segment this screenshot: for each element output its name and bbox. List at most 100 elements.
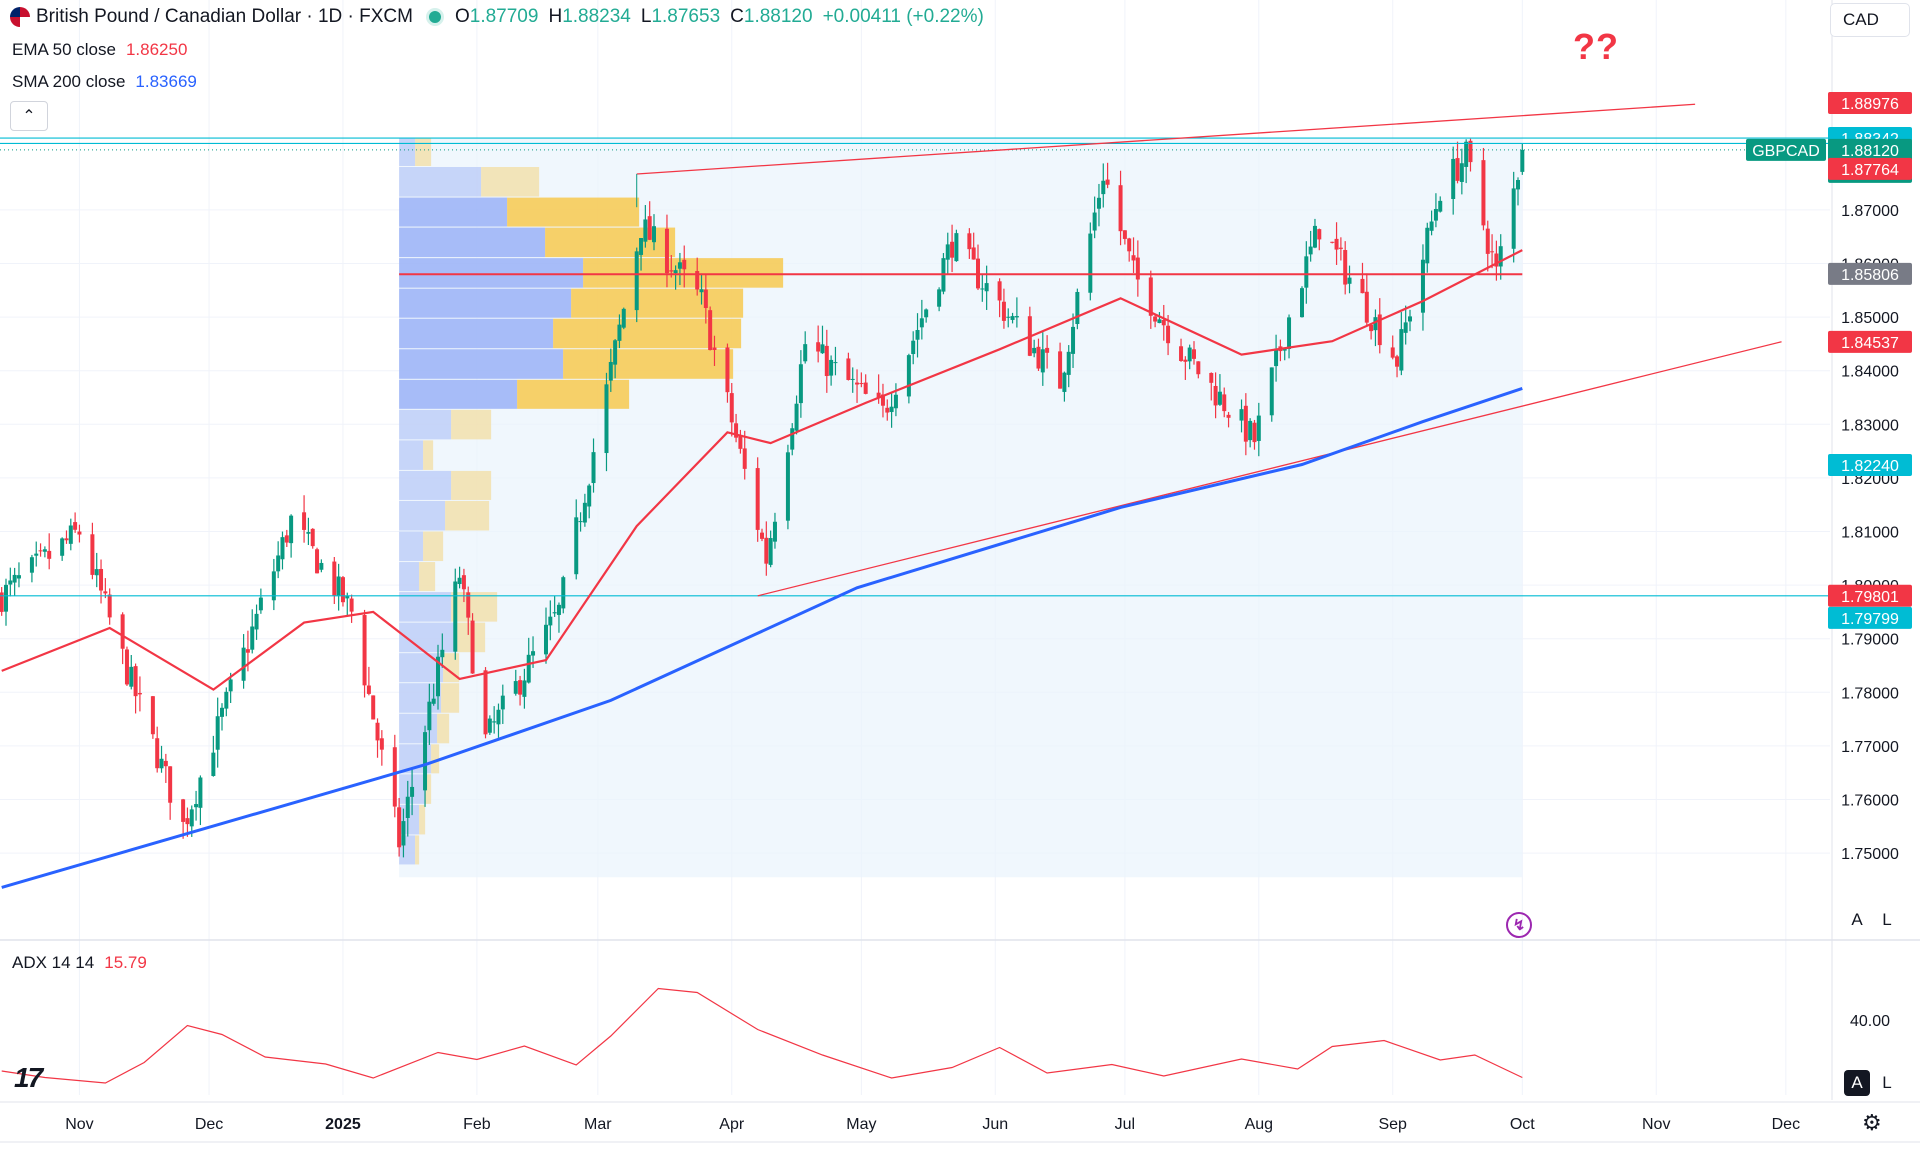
candle-body — [1481, 160, 1486, 226]
volume-profile-down-bar — [481, 167, 540, 197]
candle-body — [185, 818, 190, 825]
volume-profile-up-bar — [399, 440, 424, 470]
close-key: C — [730, 6, 744, 27]
auto-scale-button[interactable]: A — [1851, 910, 1863, 929]
y-tick-label: 1.79000 — [1841, 632, 1899, 649]
volume-profile-up-bar — [399, 713, 438, 744]
candle-body — [643, 219, 648, 242]
trend-line — [757, 341, 1782, 597]
candle-body — [617, 324, 622, 341]
auto-scale-button-lower[interactable]: A — [1844, 1070, 1870, 1096]
candle-body — [699, 289, 704, 293]
candle-body — [548, 616, 553, 626]
candle-body — [315, 549, 320, 574]
candle-body — [1040, 349, 1045, 373]
candle-body — [1179, 346, 1184, 361]
candle-body — [1269, 367, 1274, 416]
candle-body — [245, 649, 250, 653]
candle-body — [1455, 158, 1460, 181]
candle-body — [271, 571, 276, 601]
volume-profile-down-bar — [451, 470, 492, 500]
volume-profile-down-bar — [423, 531, 444, 562]
volume-profile-down-bar — [419, 804, 426, 835]
candle-body — [552, 612, 557, 614]
ohlc-values: O1.87709 H1.88234 L1.87653 C1.88120 +0.0… — [455, 6, 984, 28]
candle-body — [937, 289, 942, 307]
candle-body — [1338, 247, 1343, 249]
y-tick-label: 1.87000 — [1841, 203, 1899, 220]
price-tag — [1828, 584, 1912, 607]
candle-body — [984, 283, 989, 292]
lightning-icon[interactable]: ↯ — [1506, 912, 1532, 938]
candle-body — [1071, 326, 1076, 354]
candle-body — [254, 613, 259, 630]
symbol-title[interactable]: British Pound / Canadian Dollar · 1D · F… — [36, 6, 413, 27]
volume-profile-down-bar — [437, 713, 450, 744]
candle-body — [556, 604, 561, 615]
candle-body — [846, 358, 851, 380]
y-tick-label: 1.84000 — [1841, 364, 1899, 381]
ema-legend[interactable]: EMA 50 close 1.86250 — [12, 40, 187, 60]
price-tag-label: 1.79799 — [1841, 611, 1899, 628]
ema-value: 1.86250 — [125, 40, 188, 59]
tradingview-logo-icon[interactable]: 17 — [14, 1062, 43, 1093]
volume-profile-up-bar — [399, 409, 452, 440]
price-tag — [1828, 454, 1912, 477]
candle-body — [639, 238, 644, 255]
volume-profile-up-bar — [399, 379, 518, 409]
volume-profile-down-bar — [415, 137, 432, 167]
candle-body — [591, 452, 596, 484]
candle-body — [1390, 347, 1395, 358]
candle-body — [150, 696, 155, 735]
candle-body — [1001, 301, 1006, 321]
candle-body — [954, 233, 959, 262]
volume-profile-up-bar — [399, 167, 482, 197]
candle-body — [500, 695, 505, 710]
candle-body — [1485, 228, 1490, 254]
candle-body — [1183, 359, 1188, 362]
candle-body — [306, 532, 311, 534]
symbol-header: British Pound / Canadian Dollar · 1D · F… — [10, 6, 984, 28]
candle-body — [336, 576, 341, 597]
x-tick-label: Dec — [195, 1116, 223, 1133]
candle-body — [652, 226, 656, 243]
volume-profile-up-bar — [399, 197, 508, 227]
open-key: O — [454, 6, 470, 27]
candle-body — [790, 428, 795, 450]
log-scale-button[interactable]: L — [1882, 910, 1892, 929]
candle-body — [587, 485, 592, 507]
candle-body — [1239, 409, 1244, 421]
candle-body — [103, 591, 108, 594]
current-price-tag-label: 1.88120 — [1841, 143, 1899, 160]
adx-legend[interactable]: ADX 14 14 15.79 — [12, 953, 147, 973]
candle-body — [833, 362, 838, 364]
log-scale-button-lower[interactable]: L — [1882, 1073, 1892, 1092]
volume-profile-up-bar — [399, 288, 572, 318]
candle-body — [608, 361, 613, 381]
candle-body — [124, 649, 129, 685]
candle-body — [803, 344, 808, 362]
candle-body — [16, 575, 21, 579]
candle-body — [945, 244, 950, 260]
candle-body — [284, 535, 289, 543]
volume-profile-up-bar — [399, 258, 584, 288]
adx-y-tick-label: 40.00 — [1850, 1013, 1890, 1030]
candle-body — [738, 435, 743, 449]
candle-body — [673, 270, 678, 274]
candle-body — [1494, 253, 1499, 267]
price-tag-label: 1.88976 — [1841, 96, 1899, 113]
gear-icon[interactable]: ⚙ — [1862, 1110, 1882, 1135]
volume-profile-down-bar — [415, 835, 420, 865]
currency-selector[interactable]: CAD — [1830, 3, 1910, 37]
sma-legend[interactable]: SMA 200 close 1.83669 — [12, 72, 197, 92]
candle-body — [1451, 158, 1456, 199]
volume-profile-down-bar — [445, 500, 490, 531]
candle-body — [1317, 229, 1322, 240]
candle-body — [1425, 227, 1430, 264]
candle-body — [431, 698, 436, 704]
candle-body — [1161, 320, 1166, 326]
candle-body — [1066, 351, 1071, 375]
volume-profile-up-bar — [399, 470, 452, 500]
collapse-legend-button[interactable]: ⌃ — [10, 101, 48, 131]
